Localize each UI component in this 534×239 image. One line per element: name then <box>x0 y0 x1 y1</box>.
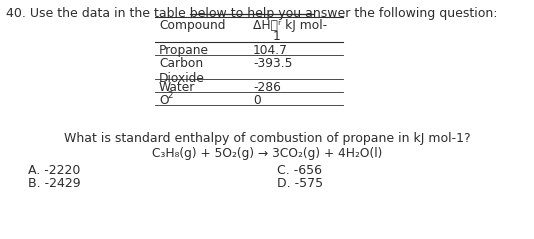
Text: Compound: Compound <box>159 19 225 32</box>
Text: 40. Use the data in the table below to help you answer the following question:: 40. Use the data in the table below to h… <box>6 7 498 20</box>
Text: Water: Water <box>159 81 195 94</box>
Text: ΔH⭐ʳ kJ mol-: ΔH⭐ʳ kJ mol- <box>253 19 327 32</box>
Text: C. -656: C. -656 <box>277 164 322 177</box>
Text: 1: 1 <box>273 30 281 43</box>
Text: What is standard enthalpy of combustion of propane in kJ mol-1?: What is standard enthalpy of combustion … <box>64 132 470 145</box>
Text: C₃H₈(g) + 5O₂(g) → 3CO₂(g) + 4H₂O(l): C₃H₈(g) + 5O₂(g) → 3CO₂(g) + 4H₂O(l) <box>152 147 382 160</box>
Text: -393.5: -393.5 <box>253 57 293 70</box>
Text: -286: -286 <box>253 81 281 94</box>
Text: A. -2220: A. -2220 <box>28 164 81 177</box>
Text: 0: 0 <box>253 94 261 107</box>
Text: Carbon
Dioxide: Carbon Dioxide <box>159 57 205 85</box>
Text: Propane: Propane <box>159 44 209 57</box>
Text: B. -2429: B. -2429 <box>28 177 81 190</box>
Text: D. -575: D. -575 <box>277 177 323 190</box>
Text: O: O <box>159 94 169 107</box>
Text: 104.7: 104.7 <box>253 44 288 57</box>
Text: 2: 2 <box>167 91 172 100</box>
